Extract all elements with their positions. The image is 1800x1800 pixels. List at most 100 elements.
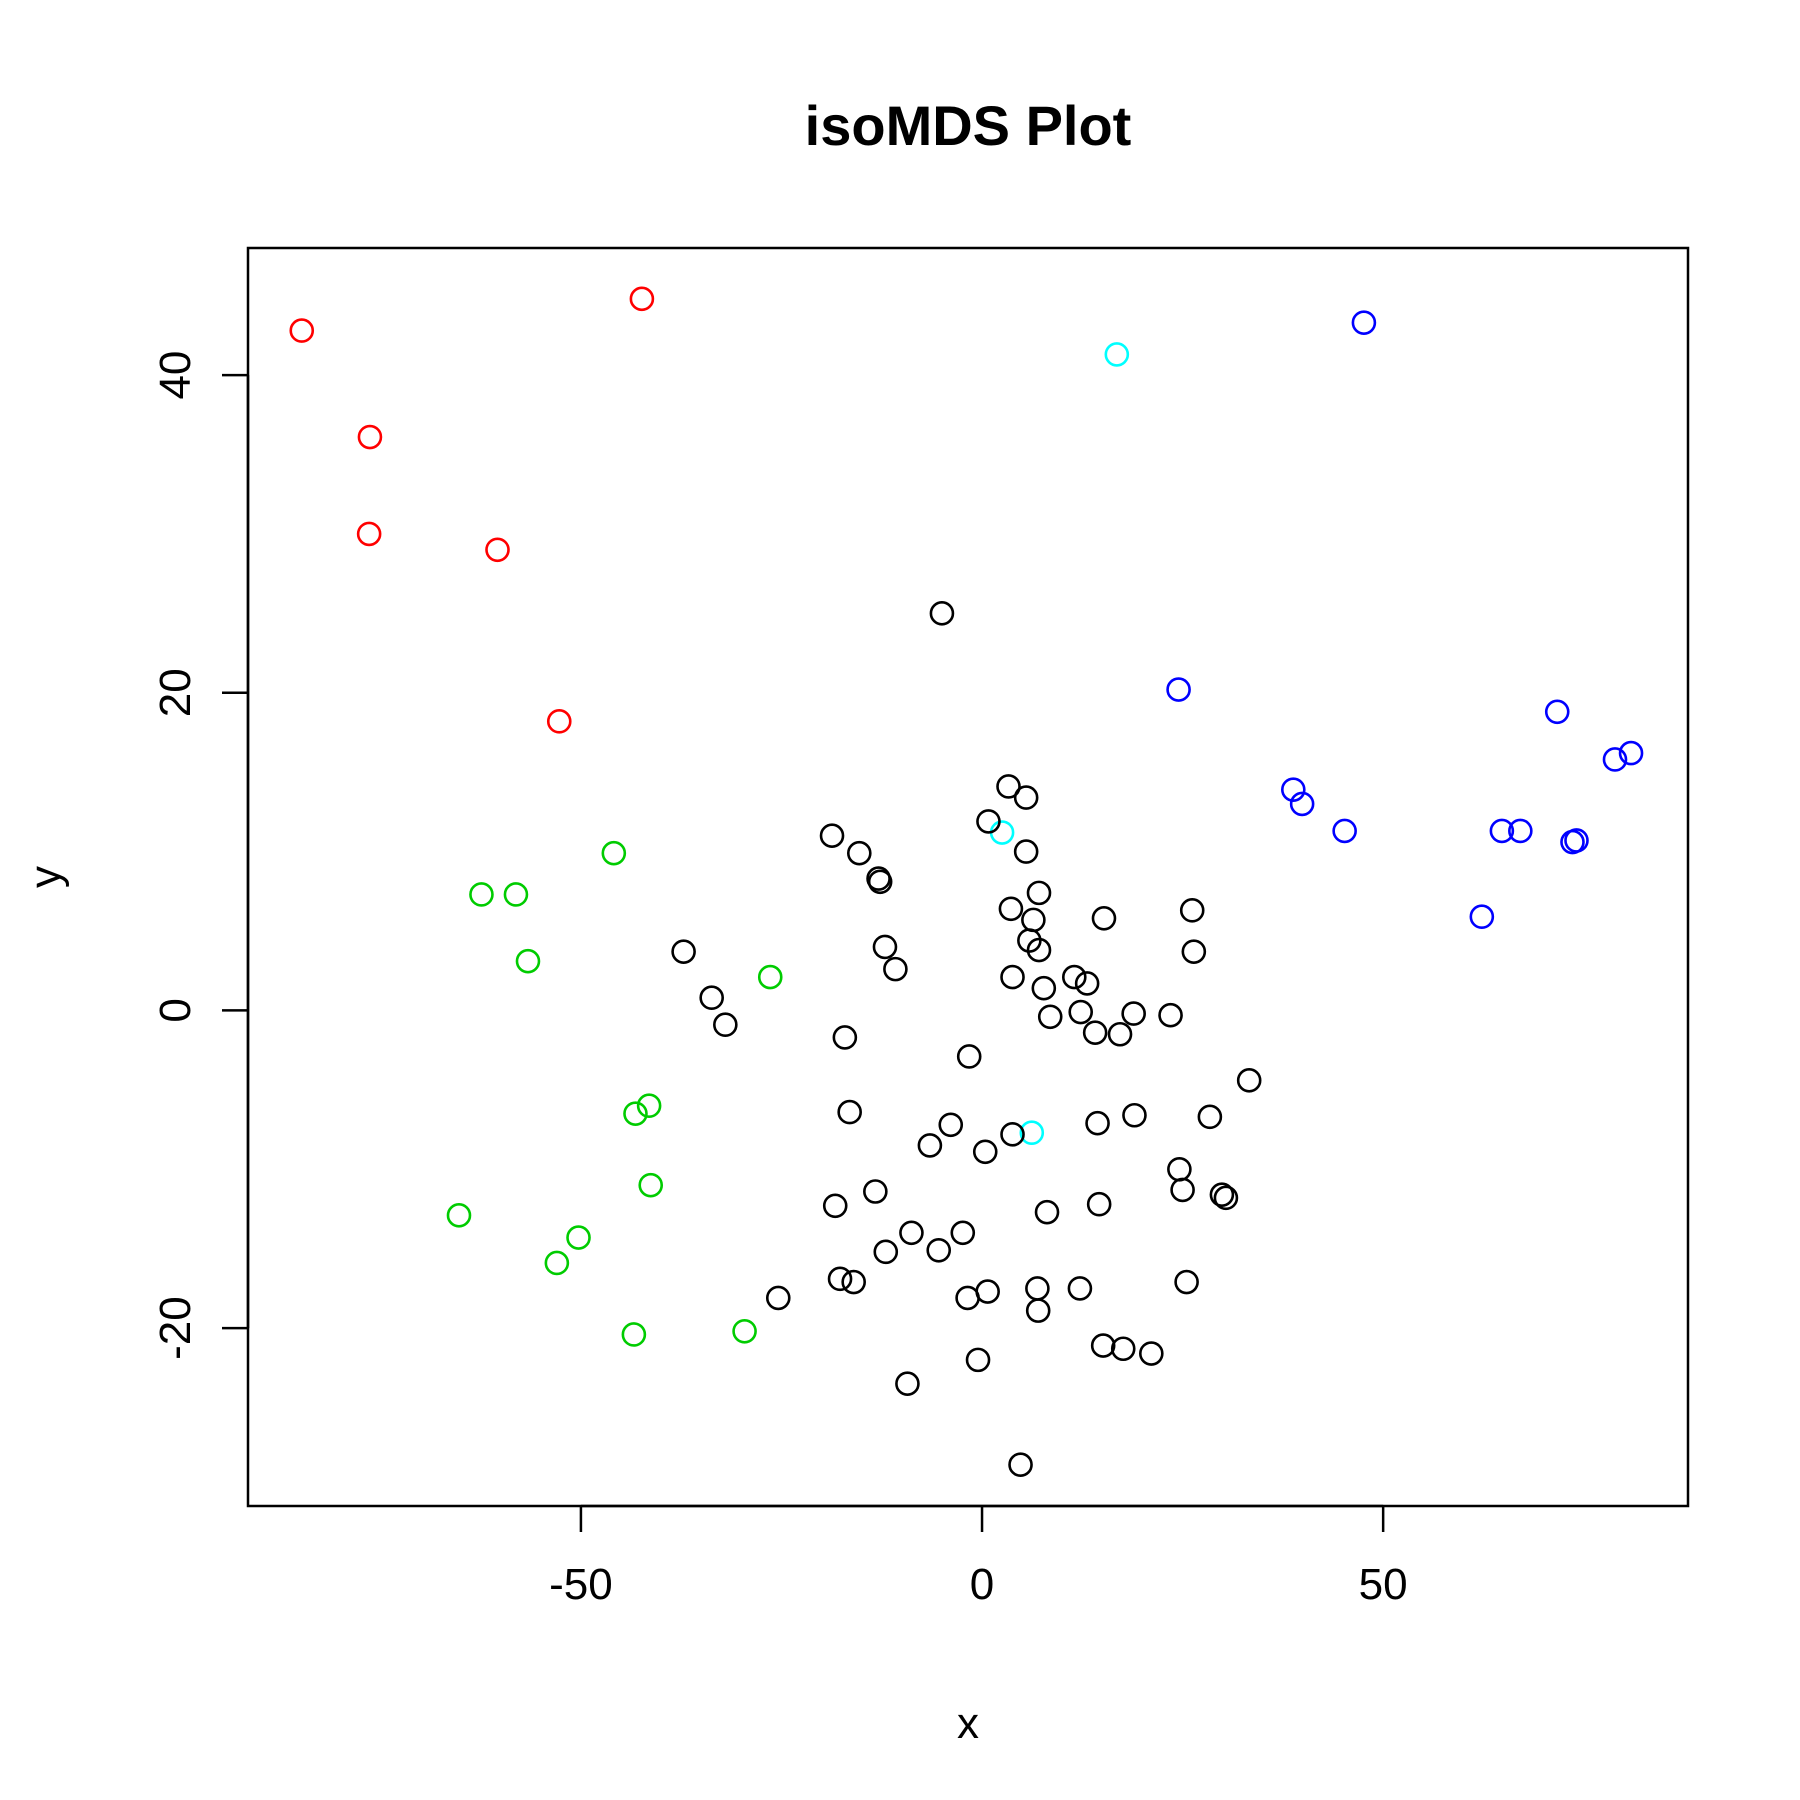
- y-axis-label: y: [21, 866, 70, 888]
- data-point: [867, 869, 893, 895]
- data-point: [827, 1266, 853, 1292]
- data-point: [1181, 939, 1207, 964]
- data-point: [1167, 1156, 1192, 1182]
- data-point: [1086, 1191, 1112, 1217]
- data-point: [485, 537, 510, 563]
- x-tick-label: -50: [549, 1560, 613, 1609]
- data-point: [469, 882, 494, 907]
- chart-title: isoMDS Plot: [805, 94, 1132, 157]
- data-point: [1281, 777, 1306, 802]
- data-point: [503, 882, 529, 907]
- y-tick-label: -20: [151, 1296, 200, 1360]
- data-point: [1209, 1182, 1235, 1207]
- data-point: [1469, 904, 1495, 930]
- data-point: [819, 823, 845, 849]
- data-point: [544, 1250, 570, 1276]
- data-point: [1121, 1001, 1146, 1026]
- data-point: [1037, 1004, 1063, 1030]
- data-point: [965, 1347, 991, 1373]
- data-point: [1090, 1333, 1116, 1358]
- data-point: [846, 840, 872, 866]
- data-point: [1091, 905, 1117, 931]
- data-point: [1618, 740, 1644, 766]
- data-point: [601, 840, 627, 866]
- data-point: [1008, 1452, 1033, 1478]
- data-point: [757, 964, 783, 990]
- data-point: [356, 521, 382, 547]
- data-point: [976, 809, 1001, 834]
- data-point: [1000, 1122, 1025, 1147]
- y-tick-label: 40: [151, 351, 200, 400]
- data-point: [950, 1220, 976, 1246]
- data-point: [1564, 828, 1589, 853]
- data-point: [699, 985, 724, 1011]
- data-point: [956, 1044, 982, 1069]
- data-point: [998, 896, 1024, 922]
- data-point: [638, 1172, 664, 1198]
- data-point: [926, 1237, 952, 1263]
- data-point: [1213, 1185, 1239, 1211]
- data-point: [623, 1101, 648, 1126]
- data-point: [917, 1133, 943, 1158]
- data-point: [1236, 1068, 1262, 1093]
- x-tick-label: 50: [1359, 1560, 1408, 1609]
- data-point: [1019, 1120, 1045, 1146]
- data-point: [1332, 818, 1357, 844]
- data-point: [1122, 1102, 1147, 1128]
- data-point: [832, 1025, 858, 1050]
- data-point: [996, 774, 1021, 799]
- data-point: [837, 1099, 862, 1125]
- data-point: [989, 820, 1015, 845]
- data-point: [671, 939, 696, 964]
- data-point: [1074, 971, 1100, 996]
- x-axis-label: x: [957, 1699, 979, 1748]
- y-tick-label: 20: [151, 668, 200, 717]
- data-point: [1170, 1177, 1195, 1203]
- data-point: [955, 1285, 980, 1311]
- data-point: [1174, 1269, 1199, 1295]
- data-point: [1351, 310, 1377, 335]
- data-point: [883, 956, 908, 982]
- data-point: [1031, 975, 1057, 1001]
- data-point: [1000, 964, 1025, 990]
- data-point: [732, 1318, 757, 1344]
- data-points: [289, 286, 1644, 1478]
- data-point: [1544, 699, 1570, 725]
- data-point: [1013, 785, 1039, 810]
- data-point: [1025, 1298, 1051, 1323]
- data-point: [972, 1139, 998, 1165]
- data-point: [446, 1203, 472, 1228]
- data-point: [546, 709, 572, 734]
- data-point: [1508, 818, 1533, 844]
- data-point: [621, 1322, 647, 1347]
- x-axis: -50 0 50: [549, 1504, 1408, 1609]
- data-point: [1104, 342, 1130, 367]
- plot-frame: [246, 246, 1690, 1508]
- data-point: [1067, 1276, 1093, 1301]
- data-point: [1197, 1104, 1223, 1130]
- data-point: [1026, 937, 1052, 963]
- data-point: [357, 424, 383, 450]
- data-point: [1139, 1341, 1164, 1366]
- data-point: [872, 934, 898, 960]
- data-point: [1068, 999, 1094, 1025]
- data-point: [1602, 747, 1628, 772]
- data-point: [1025, 1276, 1050, 1301]
- data-point: [1166, 677, 1191, 702]
- data-point: [1082, 1020, 1108, 1045]
- data-point: [1061, 964, 1087, 990]
- data-point: [566, 1225, 591, 1250]
- data-point: [1110, 1336, 1136, 1362]
- data-point: [1013, 839, 1039, 864]
- data-point: [765, 1285, 791, 1311]
- x-tick-label: 0: [970, 1560, 994, 1609]
- data-point: [863, 1179, 888, 1204]
- data-point: [1158, 1002, 1183, 1028]
- data-point: [938, 1112, 964, 1138]
- data-point: [873, 1239, 899, 1265]
- data-point: [895, 1371, 920, 1396]
- y-tick-label: 0: [151, 998, 200, 1022]
- data-point: [515, 948, 541, 974]
- data-point: [1085, 1110, 1110, 1136]
